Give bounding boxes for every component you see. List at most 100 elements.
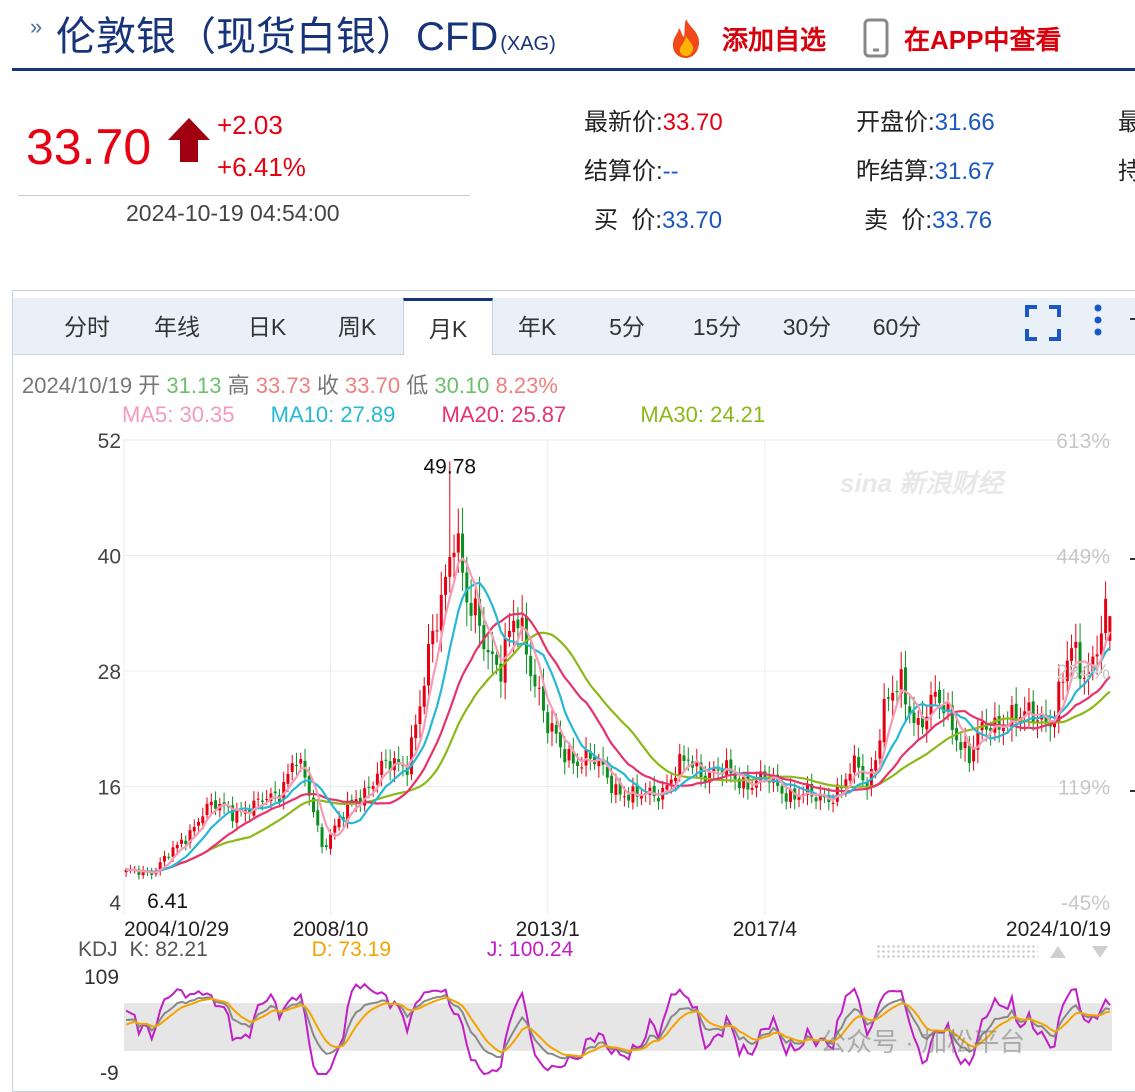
candle-body [286, 773, 290, 784]
bar-date: 2024/10/19 [22, 373, 133, 398]
price-change: +2.03 [217, 110, 283, 140]
candle-body [639, 795, 643, 799]
bar-pct-change: 8.23% [495, 373, 558, 398]
fullscreen-icon[interactable] [1024, 304, 1062, 342]
tab-year-line[interactable]: 年线 [154, 314, 200, 340]
candle-body [554, 724, 558, 734]
candle-body [597, 760, 601, 767]
instrument-code: (XAG) [500, 33, 556, 55]
view-in-app-button[interactable]: 在APP中查看 [862, 18, 1061, 58]
candle-body [746, 776, 750, 790]
y-tick-label: 28 [98, 661, 121, 684]
bar-info: 2024/10/19 开 31.13 高 33.73 收 33.70 低 30.… [22, 368, 558, 400]
candle-body [205, 803, 209, 815]
open-price-label: 开盘价: [856, 109, 935, 136]
tab-15min[interactable]: 15分 [692, 314, 742, 340]
kdj-range-scroller[interactable] [876, 944, 1038, 958]
tab-60min[interactable]: 60分 [872, 314, 922, 340]
candle-body [614, 784, 618, 795]
candle-body [409, 737, 413, 775]
candle-body [503, 638, 507, 683]
candle-body [209, 801, 213, 806]
candle-body [1057, 681, 1061, 723]
candle-body [529, 655, 533, 677]
kdj-j-line [125, 982, 1111, 1076]
kdj-label: KDJ [78, 938, 118, 961]
candle-body [725, 760, 729, 776]
candle-body [737, 778, 741, 789]
tab-5min[interactable]: 5分 [609, 314, 645, 340]
header-divider [12, 68, 1135, 71]
high-value: 33.73 [255, 373, 311, 398]
candle-body [512, 620, 516, 633]
x-tick-label: 2008/10 [293, 918, 369, 941]
candle-body [997, 715, 1001, 730]
x-tick-label: 2004/10/29 [124, 918, 229, 941]
candle-body [912, 712, 916, 724]
candle-body [950, 705, 954, 730]
candle-body [771, 774, 775, 783]
candle-body [550, 723, 554, 732]
candle-body [341, 817, 345, 820]
candle-body [588, 751, 592, 759]
tab-yearly-k[interactable]: 年K [517, 314, 557, 340]
candle-body [946, 703, 950, 712]
add-watchlist-button[interactable]: 添加自选 [664, 18, 826, 58]
candle-body [708, 772, 712, 783]
y-tick-label: 52 [98, 430, 121, 453]
candle-body [180, 839, 183, 844]
candle-body [439, 594, 443, 631]
candle-body [622, 796, 626, 798]
candle-body [235, 810, 239, 823]
tab-monthly-k[interactable]: 月K [403, 298, 493, 355]
candle-body [256, 798, 260, 800]
candle-body [921, 716, 924, 728]
candle-body [1074, 641, 1078, 648]
candle-body [541, 686, 545, 711]
tab-weekly-k[interactable]: 周K [337, 314, 377, 340]
candle-body [329, 834, 333, 849]
tab-30min[interactable]: 30分 [782, 314, 832, 340]
ma20-line [126, 612, 1111, 873]
open-value: 31.13 [166, 373, 222, 398]
candle-body [976, 731, 980, 750]
kdj-ymin-label: -9 [100, 1062, 119, 1085]
candle-body [307, 775, 311, 796]
candle-body [294, 765, 298, 767]
candle-body [197, 822, 201, 826]
candle-body [610, 775, 614, 793]
y-tick-label: 40 [98, 546, 121, 569]
candle-body [1099, 633, 1103, 655]
candle-body [231, 805, 235, 822]
sina-watermark: sina 新浪财经 [840, 468, 1006, 498]
edge-mark [1130, 558, 1135, 560]
candle-body [682, 755, 686, 761]
candle-body [810, 784, 814, 797]
candle-body [273, 791, 277, 794]
bid-price-value: 33.70 [662, 207, 723, 234]
candle-body [674, 777, 677, 782]
x-tick-label: 2013/1 [516, 918, 580, 941]
low-label: 低 [406, 373, 429, 398]
candle-body [1108, 616, 1112, 641]
ask-price-label: 卖 价: [864, 207, 933, 234]
scroll-down-icon [1092, 946, 1108, 958]
candle-body [452, 552, 456, 558]
candle-body [222, 802, 226, 805]
more-options-icon[interactable] [1088, 302, 1108, 342]
pct-tick-label: 119% [1058, 777, 1110, 800]
quote-divider [18, 195, 470, 196]
settle-price-value: -- [662, 158, 679, 185]
candle-body [631, 786, 635, 803]
candle-body [972, 748, 976, 762]
moving-average-lines [126, 556, 1111, 874]
candle-body [414, 724, 418, 739]
candle-body [516, 619, 520, 629]
candle-body [299, 759, 303, 764]
kdj-scroll-arrows[interactable] [1046, 942, 1110, 962]
double-chevron-icon: » [30, 14, 43, 39]
tab-intraday[interactable]: 分时 [64, 314, 110, 340]
tab-daily-k[interactable]: 日K [247, 314, 287, 340]
candle-body [486, 649, 490, 653]
